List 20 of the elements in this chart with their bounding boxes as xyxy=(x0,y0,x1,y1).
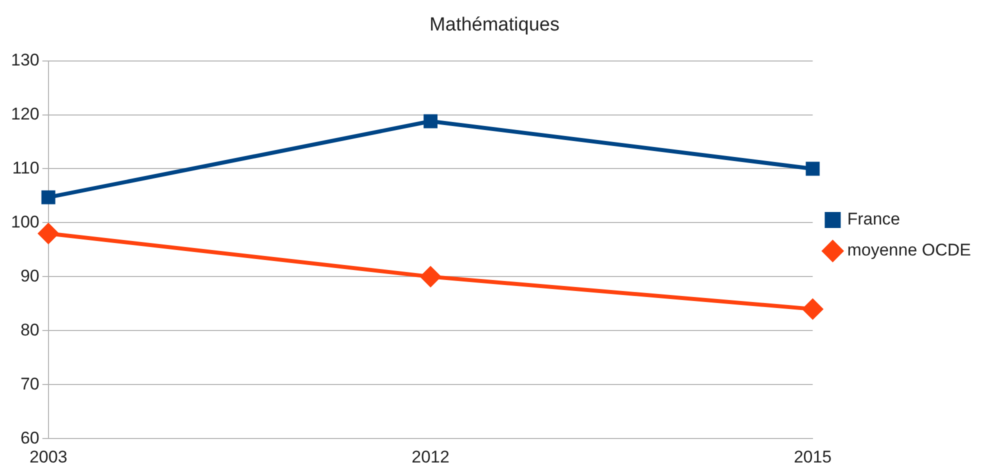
y-tick-label: 100 xyxy=(10,212,40,232)
y-tick-label: 130 xyxy=(10,50,40,70)
point xyxy=(41,190,56,204)
y-tick-label: 120 xyxy=(10,104,40,124)
x-tick-label: 2012 xyxy=(412,447,450,466)
point xyxy=(806,162,820,176)
legend-label: moyenne OCDE xyxy=(847,240,972,260)
chart-title: Mathématiques xyxy=(430,14,560,36)
legend-label: France xyxy=(847,210,900,229)
y-tick-label: 90 xyxy=(20,266,40,286)
x-tick-label: 2015 xyxy=(794,447,832,466)
point xyxy=(38,224,58,244)
y-tick-label: 70 xyxy=(20,374,40,394)
y-tick-label: 110 xyxy=(12,158,40,178)
y-tick-label: 80 xyxy=(20,320,40,340)
point xyxy=(420,266,441,287)
point xyxy=(802,299,823,320)
point xyxy=(424,114,438,128)
y-tick-label: 60 xyxy=(20,428,40,448)
x-tick-label: 2003 xyxy=(29,447,68,466)
